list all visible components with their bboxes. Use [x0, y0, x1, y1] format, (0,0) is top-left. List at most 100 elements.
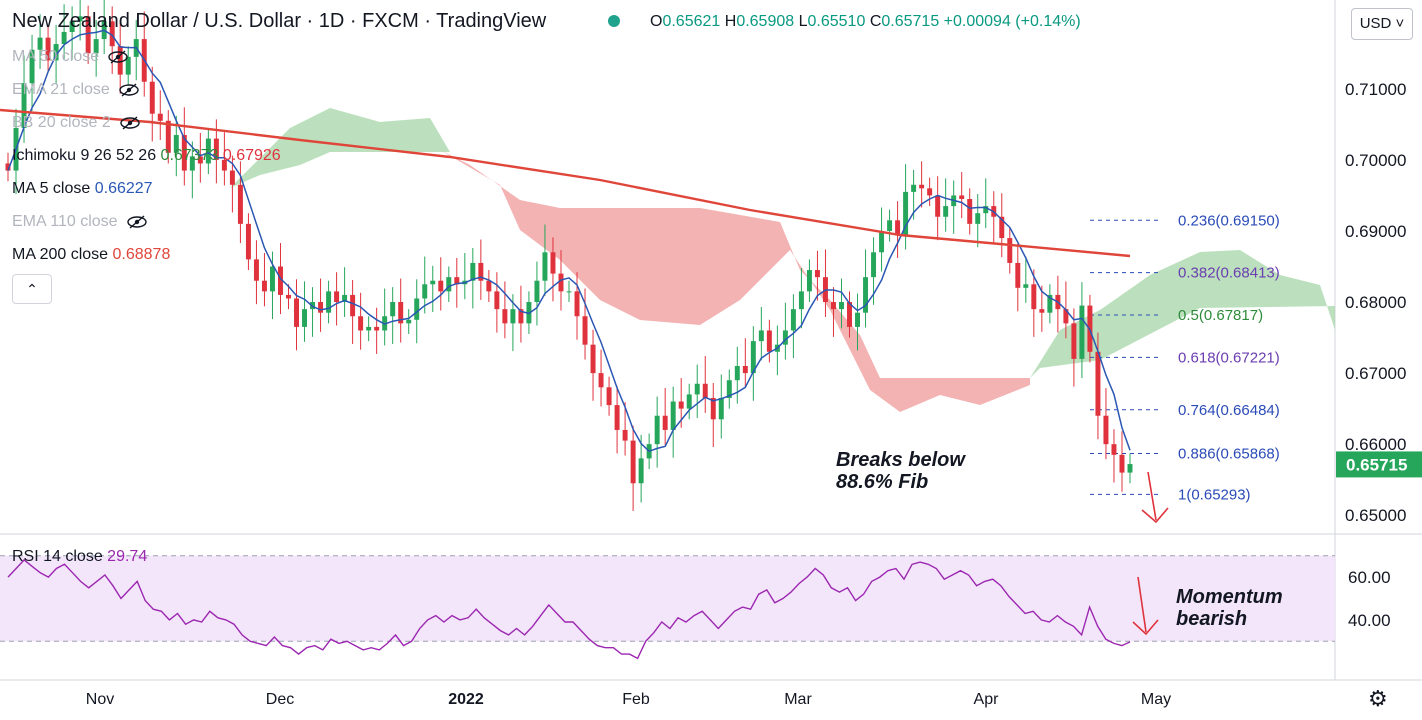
- legend-bb[interactable]: BB 20 close 2: [12, 114, 141, 132]
- eye-hidden-icon[interactable]: [118, 83, 140, 97]
- candle-body: [871, 252, 877, 278]
- currency-value: USD: [1359, 15, 1392, 32]
- candle-body: [1095, 351, 1101, 416]
- candle-body: [694, 383, 700, 395]
- legend-ma200[interactable]: MA 200 close 0.68878: [12, 246, 170, 264]
- eye-hidden-icon[interactable]: [107, 50, 129, 64]
- candle-body: [935, 195, 941, 217]
- candle-body: [542, 252, 548, 281]
- rsi-tick-label: 60.00: [1348, 568, 1391, 587]
- legend-bb-label: BB 20 close 2: [12, 114, 111, 131]
- legend-ma5-label: MA 5 close: [12, 180, 91, 197]
- candle-body: [173, 135, 179, 153]
- candle-body: [229, 170, 235, 185]
- legend-ema110[interactable]: EMA 110 close: [12, 213, 148, 231]
- candle-body: [181, 135, 187, 171]
- legend-ema110-label: EMA 110 close: [12, 213, 118, 230]
- candle-body: [855, 312, 860, 327]
- candle-body: [766, 330, 772, 352]
- time-tick-label: 2022: [448, 691, 484, 708]
- rsi-legend-label: RSI 14 close: [12, 548, 103, 565]
- open-value: 0.65621: [662, 13, 721, 30]
- candle-body: [165, 120, 171, 153]
- time-tick-label: Apr: [974, 691, 1000, 708]
- legend-ema21[interactable]: EMA 21 close: [12, 81, 140, 99]
- candle-body: [61, 31, 67, 45]
- candle-body: [622, 429, 628, 441]
- currency-select[interactable]: USD ˅: [1351, 8, 1413, 40]
- legend-ma200-label: MA 200 close: [12, 246, 109, 263]
- candle-body: [398, 302, 404, 324]
- candle-body: [93, 39, 99, 54]
- chevron-up-icon: ⌃: [26, 281, 38, 297]
- rsi-band: [0, 555, 1335, 642]
- candle-body: [1015, 262, 1021, 288]
- candle-body: [911, 184, 917, 192]
- candle-body: [318, 302, 324, 313]
- legend-ma5[interactable]: MA 5 close 0.66227: [12, 180, 153, 198]
- candle-body: [742, 365, 748, 374]
- collapse-legend-button[interactable]: ⌃: [12, 274, 52, 304]
- candle-body: [494, 291, 500, 310]
- price-tick-label: 0.70000: [1345, 151, 1406, 170]
- legend-ma50[interactable]: MA 50 close: [12, 48, 129, 66]
- candle-body: [847, 302, 852, 327]
- candle-body: [798, 291, 804, 310]
- fib-label: 1(0.65293): [1178, 486, 1251, 503]
- candle-body: [77, 16, 83, 22]
- candle-body: [959, 195, 965, 199]
- cloud-green: [1030, 250, 1335, 378]
- ma200-line: [0, 108, 1131, 258]
- candle-body: [975, 213, 981, 224]
- candle-body: [213, 138, 219, 160]
- candle-body: [967, 198, 973, 224]
- candle-body: [358, 316, 364, 331]
- price-tick-label: 0.69000: [1345, 222, 1406, 241]
- candle-body: [197, 156, 203, 164]
- candle-body: [1047, 294, 1053, 313]
- close-label: C: [869, 13, 882, 30]
- candle-body: [502, 309, 508, 324]
- down-arrow-rsi: [1137, 576, 1147, 633]
- eye-hidden-icon[interactable]: [126, 215, 148, 229]
- down-arrow-rsi-head: [1132, 619, 1159, 636]
- candle-body: [350, 294, 356, 317]
- candle-body: [29, 49, 35, 84]
- time-tick-label: Nov: [86, 691, 114, 708]
- candle-body: [1127, 464, 1133, 473]
- eye-hidden-icon[interactable]: [119, 116, 141, 130]
- candle-body: [1039, 309, 1045, 313]
- candle-body: [221, 159, 227, 171]
- candle-body: [1119, 454, 1125, 473]
- candle-body: [390, 302, 396, 317]
- candle-body: [750, 341, 756, 374]
- candle-body: [430, 280, 436, 285]
- candle-body: [1007, 238, 1013, 263]
- low-value: 0.65510: [807, 13, 866, 30]
- candle-body: [606, 387, 612, 406]
- candle-body: [1031, 284, 1037, 310]
- gear-icon[interactable]: ⚙: [1368, 686, 1388, 711]
- rsi-legend[interactable]: RSI 14 close 29.74: [12, 548, 147, 566]
- candle-body: [1071, 323, 1077, 359]
- candle-body: [157, 113, 163, 121]
- candle-body: [45, 37, 51, 61]
- candle-body: [550, 252, 556, 274]
- ohlc-readout: O0.65621 H0.65908 L0.65510 C0.65715 +0.0…: [650, 13, 1081, 31]
- ichimoku-cloud: [230, 108, 1335, 412]
- candle-body: [510, 309, 516, 324]
- candle-body: [53, 44, 59, 61]
- legend-ma5-value: 0.66227: [94, 180, 153, 197]
- candle-body: [758, 330, 764, 342]
- fib-label: 0.382(0.68413): [1178, 265, 1280, 282]
- fib-label: 0.886(0.65868): [1178, 446, 1280, 463]
- last-price-tag: [1336, 451, 1422, 478]
- candle-body: [534, 280, 540, 303]
- candle-body: [903, 191, 909, 235]
- candle-body: [1103, 415, 1109, 445]
- candle-body: [678, 401, 684, 409]
- down-arrow-price: [1147, 471, 1157, 521]
- legend-ma200-value: 0.68878: [112, 246, 171, 263]
- candle-body: [726, 380, 732, 398]
- legend-ichimoku[interactable]: Ichimoku 9 26 52 26 0.67373 0.67926: [12, 147, 281, 165]
